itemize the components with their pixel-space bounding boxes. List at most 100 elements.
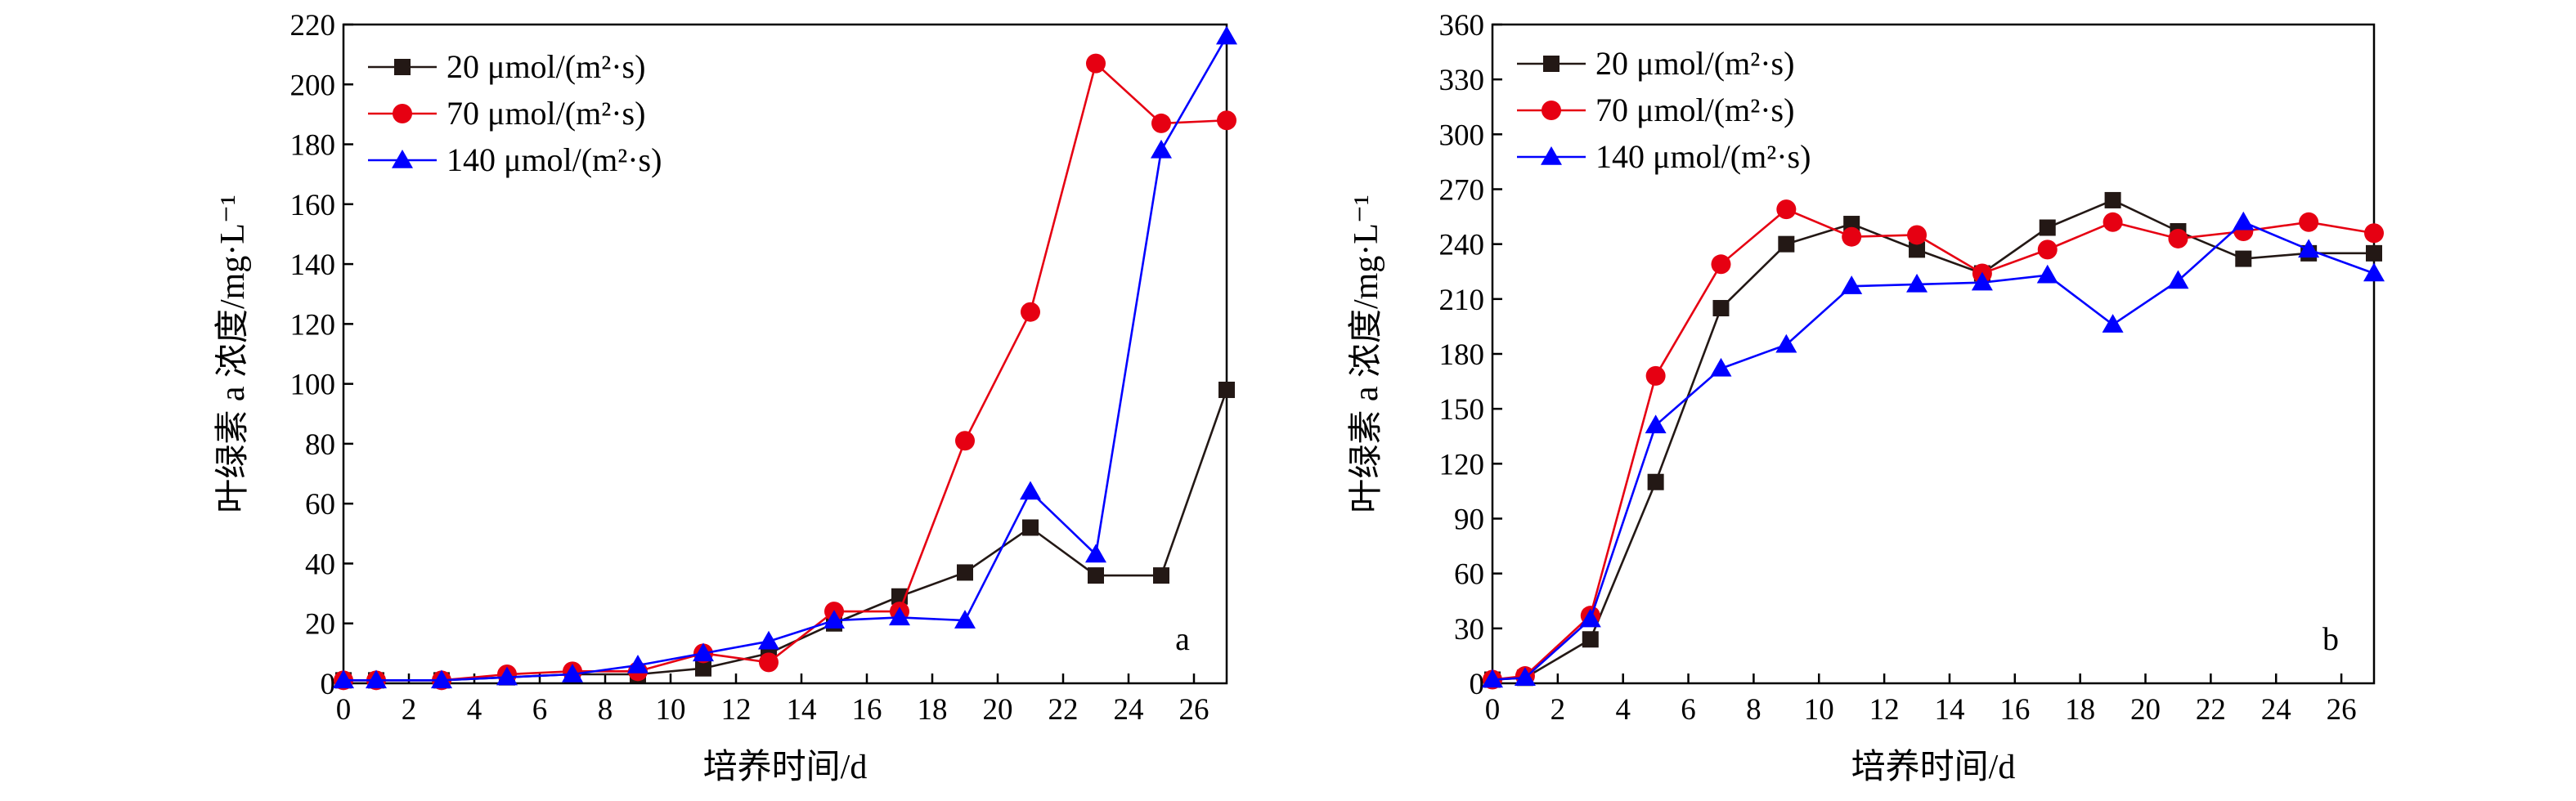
triangle-marker [1971,271,1993,291]
x-tick-label: 4 [467,693,482,727]
x-tick-label: 16 [852,693,882,727]
triangle-marker [1020,481,1041,500]
panel-label: b [2322,620,2339,657]
x-tick-label: 0 [1485,693,1501,727]
square-marker [957,564,973,581]
triangle-marker [1645,414,1667,434]
circle-marker [2103,212,2123,232]
circle-marker [1907,225,1928,245]
triangle-marker [392,150,413,168]
x-tick-label: 24 [2261,693,2291,727]
x-tick-label: 16 [1999,693,2030,727]
triangle-marker [1151,139,1172,159]
circle-marker [2364,223,2384,244]
series-line [1492,208,2375,681]
y-tick-label: 200 [290,69,336,102]
legend-label: 140 μmol/(m²·s) [1595,138,1811,175]
x-axis-title: 培养时间/d [1851,748,2016,786]
square-marker [2366,244,2382,262]
x-tick-label: 10 [656,693,686,727]
circle-marker [955,431,975,451]
legend-item: 70 μmol/(m²·s) [368,95,645,132]
circle-marker [1842,226,1862,247]
series [1484,191,2382,688]
triangle-marker [2363,262,2385,282]
circle-marker [2299,212,2319,232]
plot-frame [342,23,1228,685]
square-marker [394,59,411,75]
triangle-marker [889,606,910,626]
legend-item: 20 μmol/(m²·s) [368,48,645,85]
triangle-marker [562,664,583,682]
legend-item: 140 μmol/(m²·s) [368,141,662,178]
circle-marker [1542,101,1561,120]
y-tick-label: 140 [290,248,336,282]
x-tick-label: 8 [1746,693,1761,727]
y-tick-label: 180 [290,129,336,163]
y-tick-label: 60 [1454,558,1484,592]
legend-label: 20 μmol/(m²·s) [1595,45,1794,82]
legend-item: 140 μmol/(m²·s) [1517,138,1811,175]
square-marker [1712,300,1730,317]
y-tick-label: 120 [1439,448,1485,481]
series-line [343,36,1228,682]
square-marker [1153,567,1169,584]
circle-marker [2168,228,2188,248]
triangle-marker [2167,270,2189,289]
triangle-marker [1710,357,1732,377]
x-tick-label: 18 [2065,693,2095,727]
triangle-marker [1906,273,1928,293]
triangle-marker [627,655,648,673]
y-tick-label: 100 [290,369,336,402]
x-axis-title: 培养时间/d [703,748,868,786]
triangle-marker [1514,667,1536,687]
series [333,25,1237,689]
y-tick-label: 240 [1439,229,1485,262]
square-marker [2235,250,2252,267]
legend-label: 140 μmol/(m²·s) [447,141,662,178]
y-tick-label: 90 [1454,503,1484,537]
triangle-marker [431,669,452,689]
square-marker [695,660,711,677]
x-tick-label: 10 [1804,693,1834,727]
x-tick-label: 8 [598,693,613,727]
x-tick-label: 22 [2196,693,2226,727]
y-tick-label: 30 [1454,613,1484,647]
series-line [1492,199,2374,681]
tick-group: 0 2 4 6 8 10 12 14 16 18 20 22 24 2603060901201501802… [1439,9,2357,727]
square-marker [2104,191,2121,208]
square-marker [1088,567,1104,584]
triangle-marker [1085,544,1106,563]
series [1483,199,2384,690]
x-tick-label: 20 [983,693,1013,727]
legend-label: 70 μmol/(m²·s) [447,95,645,132]
series-group [333,25,1237,691]
y-tick-label: 180 [1439,338,1485,372]
y-tick-label: 330 [1439,64,1485,97]
triangle-marker [2298,239,2320,258]
triangle-marker [2233,211,2255,230]
y-tick-label: 160 [290,189,336,222]
x-tick-label: 18 [918,693,948,727]
x-tick-label: 4 [1615,693,1631,727]
panel-label: a [1175,620,1190,657]
triangle-marker [1482,669,1503,688]
y-tick-label: 80 [305,428,335,462]
circle-marker [1645,365,1666,386]
circle-marker [1151,113,1171,133]
circle-marker [759,652,779,673]
square-marker [2039,219,2056,236]
circle-marker [2037,239,2058,260]
y-tick-label: 210 [1439,284,1485,317]
series [1482,211,2385,688]
y-tick-label: 150 [1439,393,1485,427]
circle-marker [1776,199,1797,220]
circle-marker [1217,110,1236,131]
triangle-marker [954,610,976,629]
triangle-marker [2102,314,2124,333]
x-tick-label: 6 [1681,693,1696,727]
x-tick-label: 0 [336,693,352,727]
x-tick-label: 14 [1934,693,1964,727]
x-tick-label: 2 [402,693,417,727]
triangle-marker [366,669,387,689]
